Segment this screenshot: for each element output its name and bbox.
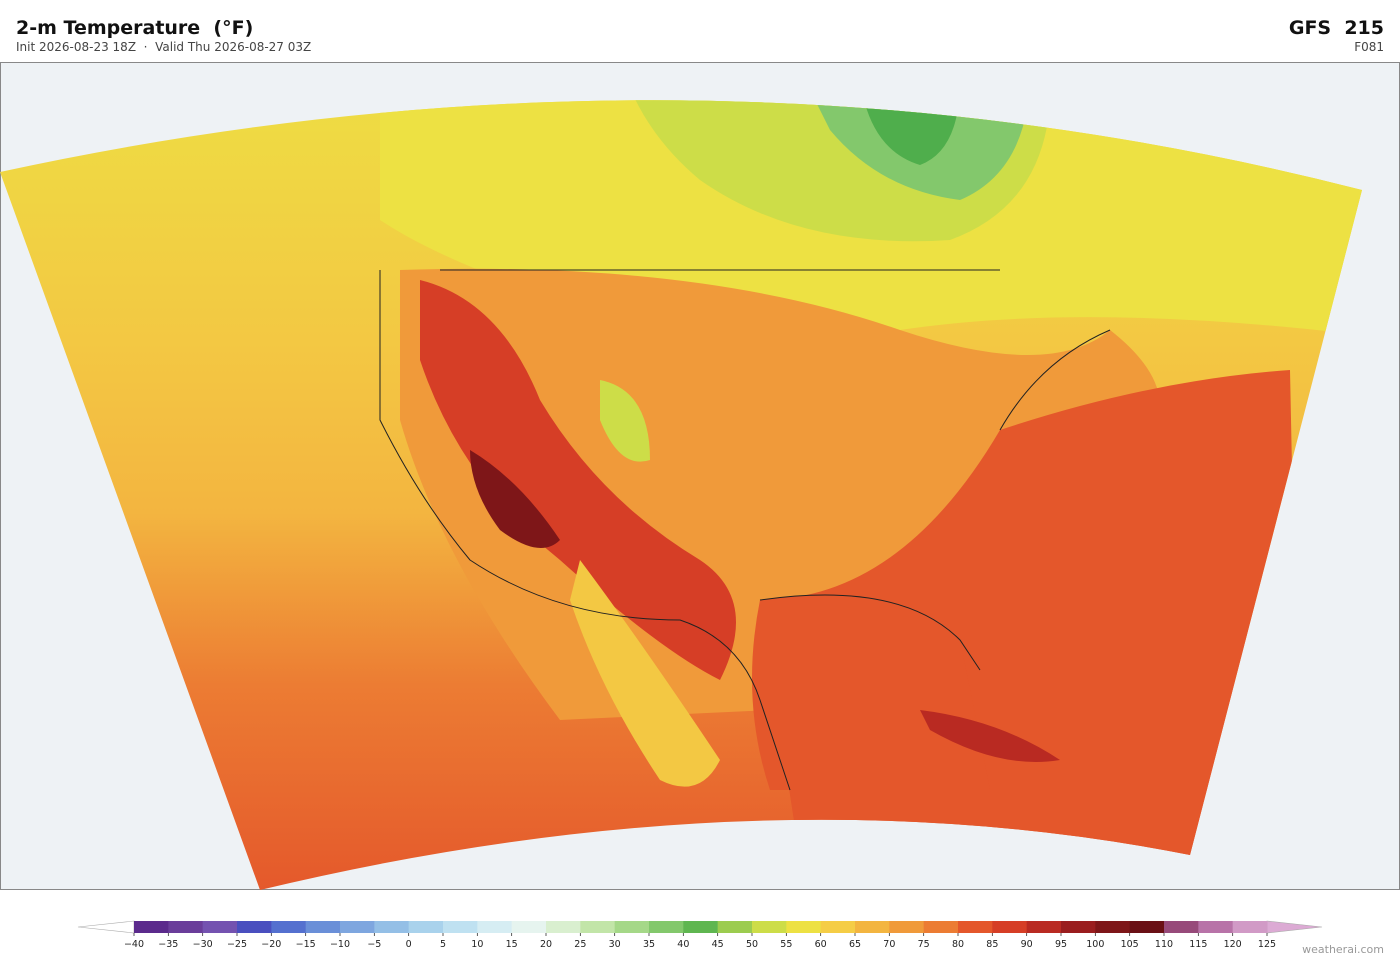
colorbar-tick-label: 10 [471, 939, 483, 950]
colorbar-bin [340, 921, 375, 933]
colorbar-bin [477, 921, 513, 933]
colorbar-bin [992, 921, 1028, 933]
subtitle: Init 2026-08-23 18Z · Valid Thu 2026-08-… [16, 40, 311, 54]
colorbar-tick-label: −30 [193, 939, 213, 950]
colorbar-bin [134, 921, 169, 933]
colorbar-tick-label: −15 [296, 939, 316, 950]
colorbar-tick-label: 75 [918, 939, 930, 950]
colorbar-tick-label: 105 [1121, 939, 1139, 950]
colorbar-bin [1232, 921, 1268, 933]
colorbar-bin [649, 921, 684, 933]
colorbar-tick-label: 5 [440, 939, 446, 950]
colorbar-tick-label: 115 [1189, 939, 1207, 950]
colorbar-tick-label: −25 [227, 939, 247, 950]
colorbar-bin [1198, 921, 1234, 933]
colorbar-tick-label: 110 [1155, 939, 1173, 950]
colorbar-bin [1026, 921, 1062, 933]
colorbar-tick-label: 100 [1086, 939, 1104, 950]
colorbar-bin [752, 921, 787, 933]
colorbar-tick-label: −40 [124, 939, 144, 950]
colorbar-bin [271, 921, 307, 933]
colorbar-tick-label: 45 [712, 939, 724, 950]
credit: weatherai.com [1302, 943, 1384, 956]
colorbar-bin [511, 921, 547, 933]
colorbar-bin [580, 921, 616, 933]
colorbar-bin [958, 921, 993, 933]
colorbar-bin [443, 921, 478, 933]
colorbar-tick-label: −10 [330, 939, 350, 950]
colorbar-tick-label: 85 [986, 939, 998, 950]
colorbar-bin [889, 921, 925, 933]
colorbar-tick-label: 95 [1055, 939, 1067, 950]
colorbar-bin [202, 921, 238, 933]
colorbar-bin [168, 921, 204, 933]
colorbar-bin [717, 921, 753, 933]
colorbar-bin [374, 921, 410, 933]
colorbar-bin [855, 921, 890, 933]
colorbar-over [1266, 920, 1323, 934]
colorbar-tick-label: 50 [746, 939, 758, 950]
colorbar-tick-label: 55 [780, 939, 792, 950]
colorbar-bin [1095, 921, 1131, 933]
colorbar-bin [614, 921, 650, 933]
colorbar-bin [546, 921, 581, 933]
colorbar-under [77, 920, 135, 934]
colorbar-tick-label: −5 [367, 939, 381, 950]
coastline [379, 269, 1111, 791]
colorbar-tick-label: −35 [158, 939, 178, 950]
colorbar-tick-label: 35 [643, 939, 655, 950]
colorbar: −40 −35 −30 −25 −20 −15 −10 −5 0 5 10 15 20 25 30 35 40 4… [77, 920, 1323, 950]
colorbar-bin [820, 921, 856, 933]
colorbar-bin [923, 921, 959, 933]
title: 2-m Temperature (°F) [16, 17, 253, 39]
colorbar-tick-label: 125 [1258, 939, 1276, 950]
colorbar-tick-label: 120 [1224, 939, 1242, 950]
colorbar-bin [1164, 921, 1199, 933]
forecast-hour: F081 [1354, 40, 1384, 54]
colorbar-tick-label: 60 [815, 939, 827, 950]
colorbar-tick-label: 20 [540, 939, 552, 950]
colorbar-tick-label: 70 [883, 939, 895, 950]
colorbar-bin [408, 921, 444, 933]
colorbar-tick-label: 40 [677, 939, 689, 950]
colorbar-bin [1129, 921, 1165, 933]
colorbar-bin [1061, 921, 1096, 933]
colorbar-bin [683, 921, 719, 933]
colorbar-tick-label: 30 [609, 939, 621, 950]
colorbar-bin [237, 921, 272, 933]
colorbar-tick-label: 25 [574, 939, 586, 950]
map [0, 62, 1400, 890]
colorbar-tick-label: 80 [952, 939, 964, 950]
colorbar-tick-label: −20 [261, 939, 281, 950]
colorbar-tick-label: 0 [406, 939, 412, 950]
colorbar-tick-label: 65 [849, 939, 861, 950]
colorbar-tick-label: 90 [1021, 939, 1033, 950]
model-label: GFS 215 [1289, 17, 1384, 39]
colorbar-bin [786, 921, 822, 933]
colorbar-tick-label: 15 [506, 939, 518, 950]
colorbar-bin [305, 921, 341, 933]
